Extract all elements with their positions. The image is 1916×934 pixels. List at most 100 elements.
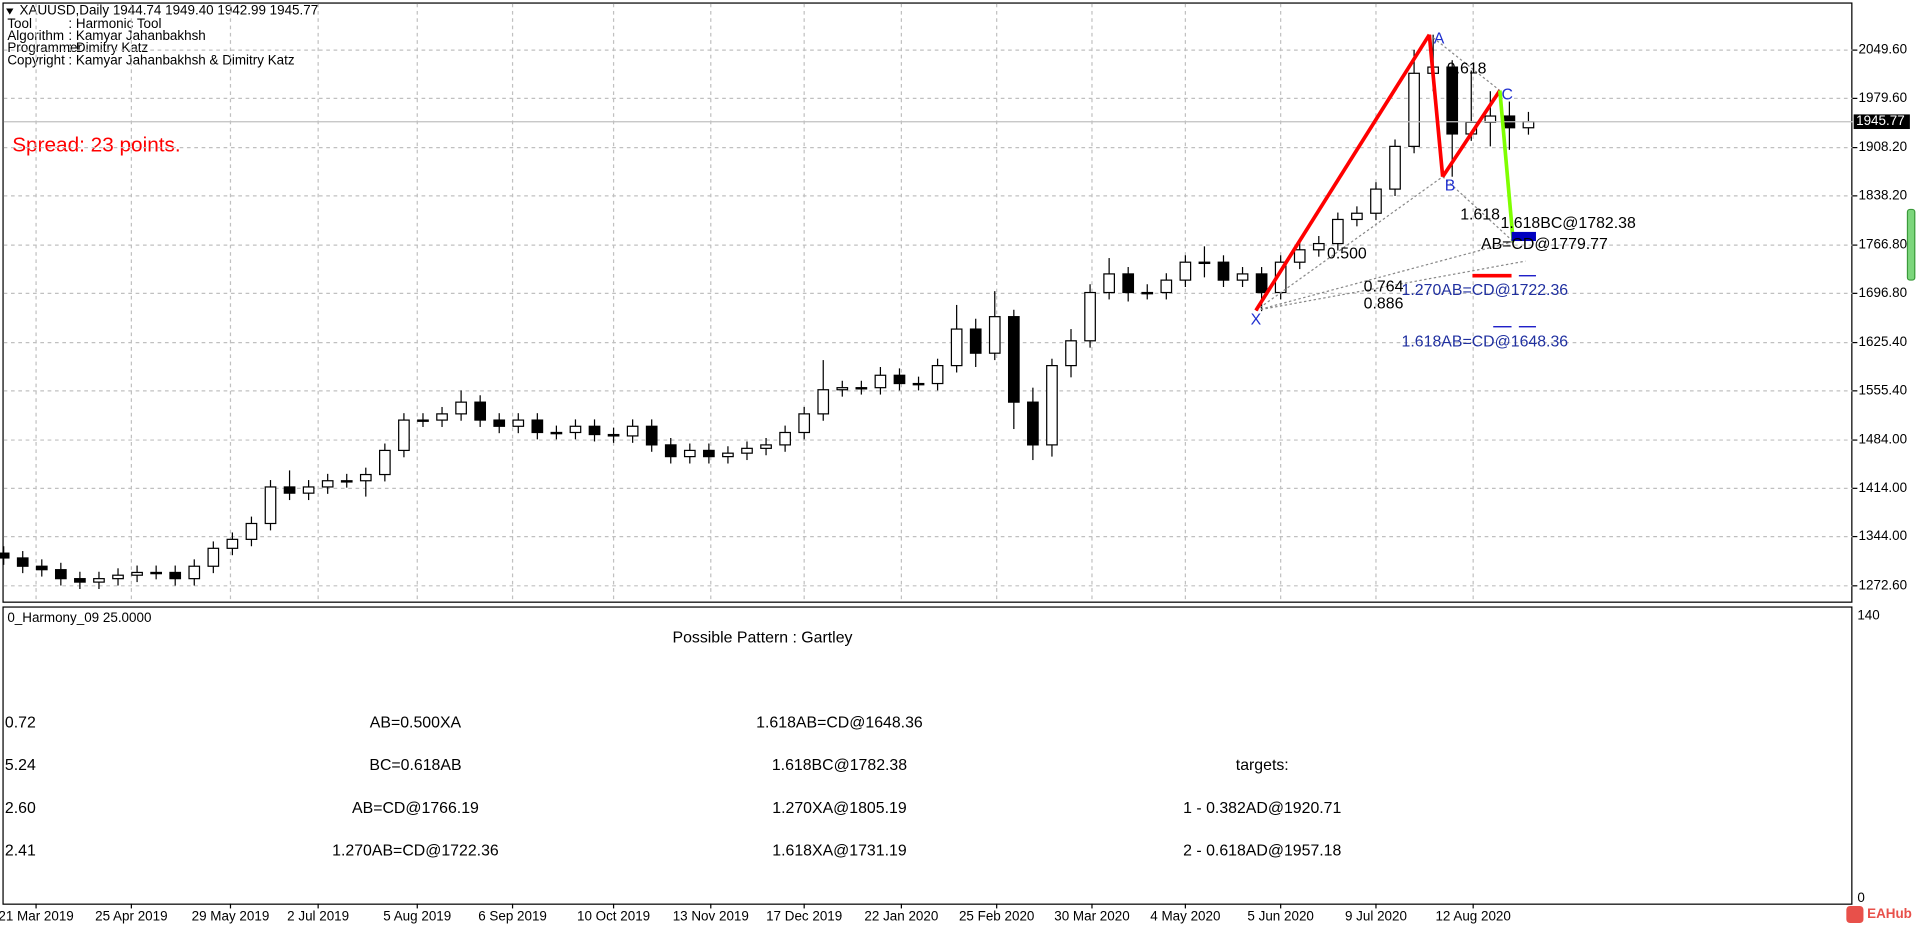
candle-body: [1046, 365, 1058, 446]
ratio-line: [1255, 260, 1526, 312]
candle-body: [1141, 291, 1154, 295]
candle-body: [264, 486, 277, 525]
x-tick-label: 17 Dec 2019: [766, 909, 842, 924]
y-tick-label: 1838.20: [1859, 187, 1908, 202]
table-cell: AB=CD@1766.19: [352, 800, 479, 817]
y-tick-label: 1414.00: [1859, 480, 1908, 495]
pattern-leg: [1254, 33, 1431, 312]
info-value: : Kamyar Jahanbakhsh: [68, 28, 205, 43]
candle-body: [836, 387, 849, 391]
y-tick-label: 1344.00: [1859, 528, 1908, 543]
candle-body: [150, 571, 162, 575]
candle-body: [0, 552, 10, 559]
ratio-label: 1.618: [1460, 207, 1500, 224]
candle-body: [817, 389, 830, 415]
candle-body: [226, 538, 239, 549]
main-frame: [2, 2, 1853, 603]
candle-body: [988, 316, 1001, 354]
x-tick-label: 25 Apr 2019: [95, 909, 167, 924]
candle-body: [798, 413, 811, 434]
candle-body: [1160, 279, 1173, 294]
y-tick-label: 2049.60: [1859, 42, 1908, 57]
candle-body: [493, 419, 506, 427]
y-tick-label: 1484.00: [1859, 432, 1908, 447]
candle-body: [398, 419, 410, 452]
candle-body: [379, 449, 391, 476]
x-tick-label: 30 Mar 2020: [1054, 909, 1129, 924]
ratio-label: 0.764: [1364, 279, 1404, 296]
indicator-scale: 140: [1857, 608, 1879, 623]
x-tick-label: 25 Feb 2020: [959, 909, 1034, 924]
candle-body: [1293, 249, 1306, 263]
candle-body: [54, 569, 67, 580]
candle-body: [112, 574, 124, 580]
x-tick-label: 9 Jul 2020: [1345, 909, 1407, 924]
level-label: AB=CD@1779.77: [1481, 236, 1608, 253]
ratio-line: [1442, 176, 1514, 242]
candle-body: [436, 413, 448, 421]
candle-body: [1122, 273, 1135, 294]
info-value: : Harmonic Tool: [68, 16, 161, 31]
candle-body: [1351, 212, 1363, 221]
candle-body: [893, 374, 906, 385]
candle-body: [607, 433, 620, 437]
y-tick-label: 1696.80: [1859, 285, 1908, 300]
x-tick-label: 5 Jun 2020: [1247, 909, 1313, 924]
candle-body: [760, 444, 772, 449]
info-label: Copyright: [7, 52, 65, 67]
y-tick-label: 1625.40: [1859, 334, 1908, 349]
info-value: : Dimitry Katz: [68, 40, 148, 55]
candle-body: [169, 571, 182, 580]
candle-body: [741, 447, 753, 454]
ratio-line: [1255, 240, 1514, 312]
y-tick-label: 1766.80: [1859, 237, 1908, 252]
y-tick-label: 1908.20: [1859, 139, 1908, 154]
x-tick-label: 21 Mar 2019: [0, 909, 74, 924]
spread: Spread: 23 points.: [12, 134, 180, 157]
pattern-leg: [1498, 90, 1516, 242]
ratio-line: [1428, 34, 1501, 91]
candle-body: [1408, 72, 1420, 147]
info-label: Tool: [7, 16, 32, 31]
candle-body: [74, 578, 86, 583]
candle-body: [645, 425, 658, 446]
candle-body: [474, 401, 487, 421]
x-tick-label: 5 Aug 2019: [383, 909, 451, 924]
candle-body: [1084, 291, 1096, 342]
candle-body: [207, 547, 220, 567]
x-tick-label: 13 Nov 2019: [673, 909, 749, 924]
candle-body: [1198, 261, 1211, 265]
y-tick-label: 1979.60: [1859, 90, 1908, 105]
pattern-heading: Possible Pattern : Gartley: [673, 629, 853, 646]
candle-body: [1179, 261, 1192, 281]
candle-body: [302, 486, 315, 494]
candle-body: [1217, 261, 1230, 281]
watermark-icon: [1846, 905, 1864, 924]
info-label: Programmer: [7, 40, 82, 55]
candle-body: [321, 480, 334, 488]
candle-body: [950, 328, 963, 367]
candle-body: [359, 473, 372, 482]
candle-body: [1331, 218, 1344, 245]
table-cell: 1.618AB=CD@1648.36: [756, 715, 923, 732]
candle-body: [569, 425, 582, 434]
candle-body: [588, 425, 601, 436]
candle-body: [531, 419, 544, 434]
table-cell: 5.24: [5, 757, 36, 774]
indicator-name: 0_Harmony_09 25.0000: [7, 610, 151, 625]
watermark: EAHub: [1867, 906, 1912, 921]
x-tick-label: 29 May 2019: [192, 909, 270, 924]
last-price-label: 1945.77: [1856, 113, 1905, 128]
table-cell: 1.618BC@1782.38: [772, 757, 907, 774]
scrollbar[interactable]: [1906, 208, 1916, 281]
candle-body: [1255, 273, 1268, 294]
collapse-icon[interactable]: [6, 8, 14, 15]
candle-body: [664, 444, 677, 458]
candle-body: [1027, 401, 1039, 446]
candle-body: [931, 365, 944, 385]
candle-body: [912, 382, 925, 386]
pattern-point: C: [1501, 87, 1512, 104]
pattern-leg: [1441, 89, 1502, 178]
